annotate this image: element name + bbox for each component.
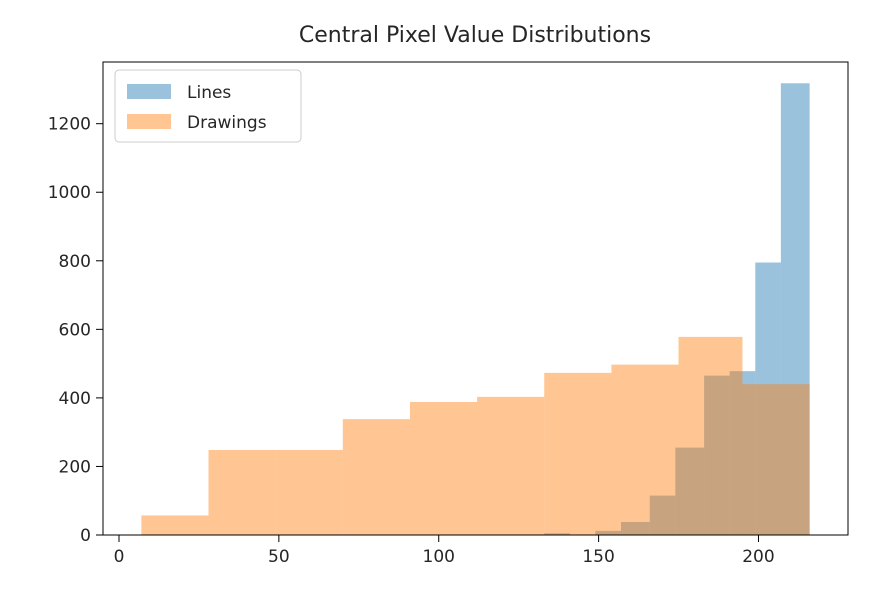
bar-lines-10 — [729, 371, 756, 535]
plot-frame — [102, 61, 849, 536]
y-tick-label: 1200 — [48, 115, 91, 135]
legend-swatch-drawings — [127, 114, 171, 129]
x-axis: 0 50 100 150 200 — [114, 535, 775, 567]
legend-label-drawings: Drawings — [187, 113, 267, 133]
chart-title: Central Pixel Value Distributions — [299, 23, 651, 48]
x-tick-label: 50 — [268, 547, 290, 567]
x-tick-label: 150 — [582, 547, 614, 567]
x-tick-label: 200 — [742, 547, 774, 567]
bar-drawings-6 — [544, 372, 612, 535]
plot-area — [102, 61, 849, 536]
bar-lines-8 — [675, 447, 705, 535]
bar-drawings-9 — [742, 384, 810, 535]
bar-lines-9 — [704, 375, 730, 535]
y-axis: 0 200 400 600 800 1000 1200 — [48, 115, 103, 546]
y-tick-label: 0 — [80, 526, 91, 546]
y-tick-label: 400 — [59, 389, 91, 409]
bar-lines-6 — [620, 521, 650, 535]
y-tick-label: 600 — [59, 320, 91, 340]
legend: Lines Drawings — [114, 69, 302, 143]
bar-drawings-7 — [611, 364, 679, 535]
bar-drawings-2 — [275, 449, 343, 535]
bar-drawings-5 — [477, 396, 545, 535]
bar-lines-12 — [780, 83, 810, 535]
x-tick-label: 0 — [114, 547, 125, 567]
series-drawings — [141, 336, 810, 535]
bar-drawings-1 — [208, 449, 276, 535]
bar-drawings-0 — [141, 515, 209, 535]
legend-label-lines: Lines — [187, 83, 231, 103]
bar-lines-3 — [544, 533, 570, 535]
legend-swatch-lines — [127, 84, 171, 99]
legend-box — [114, 69, 302, 143]
bar-drawings-3 — [342, 419, 410, 535]
x-tick-label: 100 — [423, 547, 455, 567]
bar-drawings-4 — [409, 402, 478, 535]
y-tick-label: 1000 — [48, 183, 91, 203]
bar-lines-5 — [595, 530, 621, 535]
series-lines — [544, 83, 810, 535]
y-tick-label: 800 — [59, 252, 91, 272]
bar-lines-7 — [649, 495, 676, 535]
bar-lines-11 — [755, 262, 781, 535]
bar-drawings-8 — [678, 336, 743, 535]
y-tick-label: 200 — [59, 457, 91, 477]
